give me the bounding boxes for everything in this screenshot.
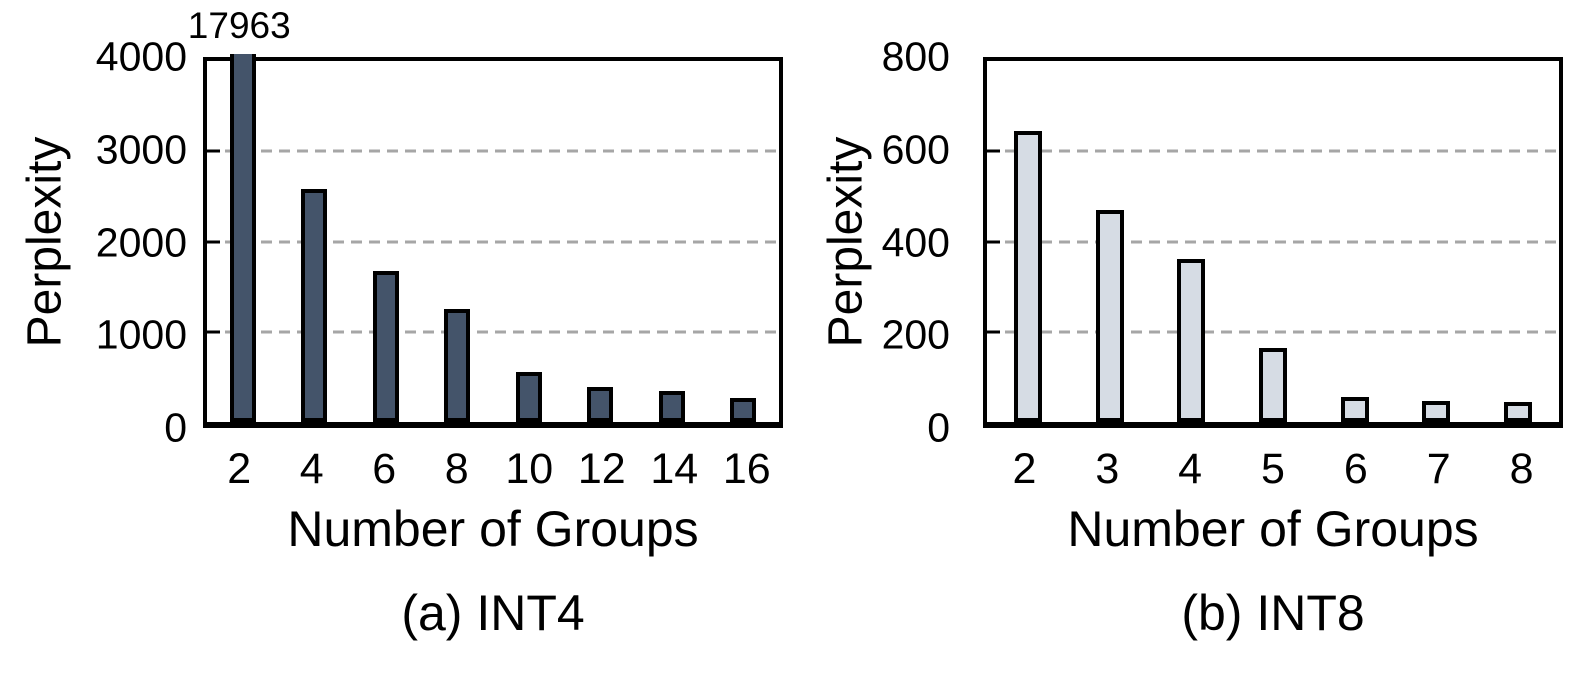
x-tick-label-4: 4 [1178,445,1203,493]
y-axis-tick-mark [987,149,1000,153]
chart-caption: (b) INT8 [1181,585,1365,641]
y-axis-tick-labels: 0 1000 2000 3000 4000 [20,36,187,448]
gridline-400 [987,240,1559,243]
gridline-600 [987,149,1559,153]
bar-group-16 [730,397,757,422]
y-tick-label-200: 200 [881,311,950,358]
bar-group-2 [1013,130,1042,422]
bar-group-4 [301,188,328,422]
bar-value-labels: 17963 [188,5,783,54]
x-tick-label-14: 14 [650,445,699,493]
plot-area [203,54,783,428]
x-axis-tick-labels: 2 4 6 8 10 12 14 16 [203,448,783,494]
x-tick-label-8: 8 [444,445,469,493]
x-tick-label-10: 10 [505,445,554,493]
x-tick-label-12: 12 [577,445,626,493]
bar-value-labels [983,6,1563,54]
bar-group-8 [444,309,471,422]
x-axis-title: Number of Groups [287,501,699,557]
x-axis-tick-labels: 2 3 4 5 6 7 8 [983,448,1563,494]
x-tick-label-16: 16 [722,445,771,493]
gridline-200 [987,330,1559,334]
x-axis-title: Number of Groups [1067,501,1479,557]
x-tick-label-6: 6 [372,445,397,493]
bar-group-6 [1340,397,1369,422]
y-axis-tick-mark [987,330,1000,334]
y-tick-label-1000: 1000 [95,311,187,358]
x-tick-label-2: 2 [1012,445,1037,493]
y-tick-label-600: 600 [881,126,950,173]
bar-group-7 [1422,400,1451,422]
y-tick-label-4000: 4000 [95,33,187,80]
bar-group-4 [1177,258,1206,422]
gridline-1000 [207,330,779,334]
bar-group-10 [515,372,542,422]
x-tick-label-8: 8 [1509,445,1534,493]
y-tick-label-0: 0 [164,404,187,451]
bar-group-5 [1259,347,1287,422]
bar-group-8 [1504,401,1533,422]
y-axis-tick-labels: 0 200 400 600 800 [800,36,950,448]
x-tick-label-7: 7 [1426,445,1451,493]
bar-group-2 [229,54,256,422]
plot-area [983,57,1563,428]
bar-group-12 [587,386,614,422]
bar-value-label: 17963 [187,5,291,46]
gridline-3000 [207,149,779,153]
bar-group-6 [372,271,399,422]
y-axis-tick-mark [207,149,220,153]
y-axis-tick-mark [207,330,220,334]
y-axis-tick-mark [987,240,1000,243]
bar-group-14 [658,390,685,422]
bar-group-3 [1095,209,1124,422]
y-tick-label-800: 800 [881,33,950,80]
y-tick-label-400: 400 [881,219,950,265]
x-tick-label-3: 3 [1095,445,1120,493]
y-tick-label-0: 0 [927,404,950,451]
gridline-2000 [207,240,779,243]
x-tick-label-6: 6 [1343,445,1368,493]
x-tick-label-5: 5 [1261,445,1285,493]
y-tick-label-3000: 3000 [95,126,187,173]
x-tick-label-4: 4 [299,445,324,493]
y-axis-tick-mark [207,240,220,243]
x-tick-label-2: 2 [227,445,252,493]
y-tick-label-2000: 2000 [95,219,187,265]
chart-caption: (a) INT4 [401,585,585,641]
